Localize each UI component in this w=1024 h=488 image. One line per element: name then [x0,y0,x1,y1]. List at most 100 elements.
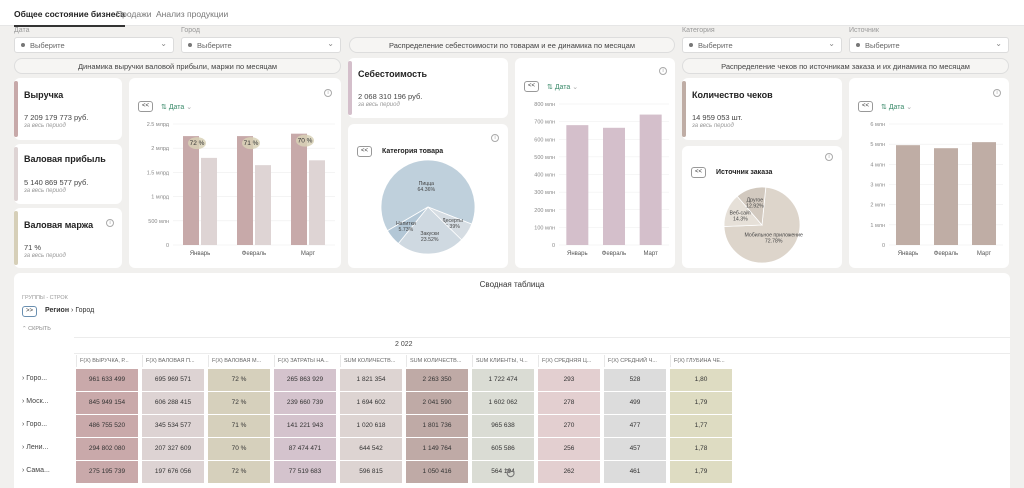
date-filter[interactable]: Выберите ⌄ [14,37,174,53]
row-label[interactable]: › Моск... [22,398,49,405]
date-drill-control[interactable]: ⇅ Дата ⌄ [881,104,913,111]
y-tick-label: 1 млрд [151,195,170,201]
table-row[interactable]: › Горо... 961 633 499 695 969 571 72 % 265 8… [14,369,1010,391]
kpi-accent [14,147,18,201]
hide-toggle[interactable]: ⌃ СКРЫТЬ [22,326,51,332]
tab-business-overview[interactable]: Общее состояние бизнеса [14,9,125,27]
slice-name: Веб-сайт [730,210,752,217]
table-cell: 278 [538,392,600,414]
column-header[interactable]: SUM КЛИЕНТЫ, Ч... [472,355,534,367]
bar [309,160,325,245]
table-cell: 87 474 471 [274,438,336,460]
kpi-value: 71 % [24,243,42,252]
table-cell: 1 821 354 [340,369,402,391]
back-button[interactable]: << [138,101,153,112]
table-row[interactable]: › Лени... 294 802 080 207 327 609 70 % 87 47… [14,438,1010,460]
date-control-label: Дата [888,104,905,111]
column-header[interactable]: SUM КОЛИЧЕСТВ... [406,355,468,367]
back-button[interactable]: << [524,81,539,92]
table-row[interactable]: › Моск... 845 949 154 606 288 415 72 % 239 6… [14,392,1010,414]
city-filter[interactable]: Выберите ⌄ [181,37,341,53]
row-label[interactable]: › Горо... [22,375,48,382]
y-tick-label: 0 [166,243,169,249]
x-tick-label: Январь [567,251,588,257]
column-header[interactable]: F(X) СРЕДНИЙ Ч... [604,355,666,367]
x-tick-label: Февраль [242,251,266,257]
column-header[interactable]: F(X) ВАЛОВАЯ П... [142,355,204,367]
kpi-accent [682,81,686,137]
table-cell: 606 288 415 [142,392,204,414]
x-tick-label: Март [301,251,316,257]
y-tick-label: 4 млн [870,162,885,168]
table-row[interactable]: › Горо... 486 755 520 345 534 577 71 % 141 2… [14,415,1010,437]
date-drill-control[interactable]: ⇅ Дата ⌄ [161,104,193,111]
group-city[interactable]: Город [75,307,95,314]
category-filter-value: Выберите [698,41,733,50]
y-tick-label: 1 млн [870,223,885,229]
slice-percent: 6.39% [445,224,460,230]
category-filter[interactable]: Выберите ⌄ [682,37,842,53]
margin-badge [242,137,260,150]
info-icon[interactable]: i [825,153,833,161]
row-label[interactable]: › Лени... [22,444,49,451]
tab-sales[interactable]: Продажи [116,9,152,19]
table-cell: 457 [604,438,666,460]
slice-name: Десерты [442,218,463,224]
slice-percent: 72.78% [765,238,783,244]
column-header[interactable]: F(X) ЗАТРАТЫ НА... [274,355,336,367]
column-header[interactable]: F(X) СРЕДНЯЯ Ц... [538,355,600,367]
table-cell: 1 694 602 [340,392,402,414]
pivot-table: Сводная таблица ГРУППЫ - СТРОК >> Регион… [14,273,1010,488]
checks-by-month-chart: 6 млн 5 млн 4 млн 3 млн 2 млн 1 млн 0 Январь Фев… [870,122,1003,257]
info-icon[interactable]: i [324,89,332,97]
tab-product-analysis[interactable]: Анализ продукции [156,9,229,19]
source-filter[interactable]: Выберите ⌄ [849,37,1009,53]
table-cell: 1,80 [670,369,732,391]
table-cell: 965 638 [472,415,534,437]
y-tick-label: 200 млн [534,208,555,214]
row-label[interactable]: › Горо... [22,421,48,428]
info-icon[interactable]: i [659,67,667,75]
row-label[interactable]: › Сама... [22,467,50,474]
table-cell: 77 519 683 [274,461,336,483]
column-header[interactable]: F(X) ВЫРУЧКА, Р... [76,355,138,367]
info-icon[interactable]: i [993,89,1001,97]
table-cell: 528 [604,369,666,391]
table-row[interactable]: › Сама... 275 195 739 197 676 056 72 % 77 51… [14,461,1010,483]
column-header[interactable]: SUM КОЛИЧЕСТВ... [340,355,402,367]
table-cell: 486 755 520 [76,415,138,437]
date-filter-value: Выберите [30,41,65,50]
back-button[interactable]: << [357,146,372,157]
bullet-icon [188,43,192,47]
bar [972,142,996,245]
table-cell: 461 [604,461,666,483]
kpi-title: Количество чеков [692,90,773,100]
group-region[interactable]: Регион [44,307,70,314]
table-cell: 72 % [208,392,270,414]
slice-name: Напитки [396,221,416,227]
back-button[interactable]: << [691,167,706,178]
column-header[interactable]: F(X) ВАЛОВАЯ М... [208,355,270,367]
table-cell: 1,79 [670,461,732,483]
slice-name: Мобильное приложение [744,232,803,238]
y-tick-label: 6 млн [870,122,885,128]
date-drill-control[interactable]: ⇅ Дата ⌄ [547,84,579,91]
table-cell: 256 [538,438,600,460]
kpi-title: Валовая маржа [24,220,94,230]
column-header[interactable]: F(X) ГЛУБИНА ЧЕ... [670,355,732,367]
hide-label: СКРЫТЬ [28,326,51,332]
table-cell: 695 969 571 [142,369,204,391]
back-button[interactable]: << [858,101,873,112]
table-cell: 1,79 [670,392,732,414]
expand-groups-button[interactable]: >> [22,306,37,317]
info-icon[interactable]: i [106,219,114,227]
revenue-dynamics-header: Динамика выручки валовой прибыли, маржи … [14,58,341,74]
table-cell: 207 327 609 [142,438,204,460]
info-icon[interactable]: i [491,134,499,142]
margin-badge [296,134,314,147]
y-tick-label: 5 млн [870,142,885,148]
table-cell: 1 602 062 [472,392,534,414]
table-cell: 477 [604,415,666,437]
slice-name: Другое [747,198,764,204]
table-cell: 564 194 [472,461,534,483]
